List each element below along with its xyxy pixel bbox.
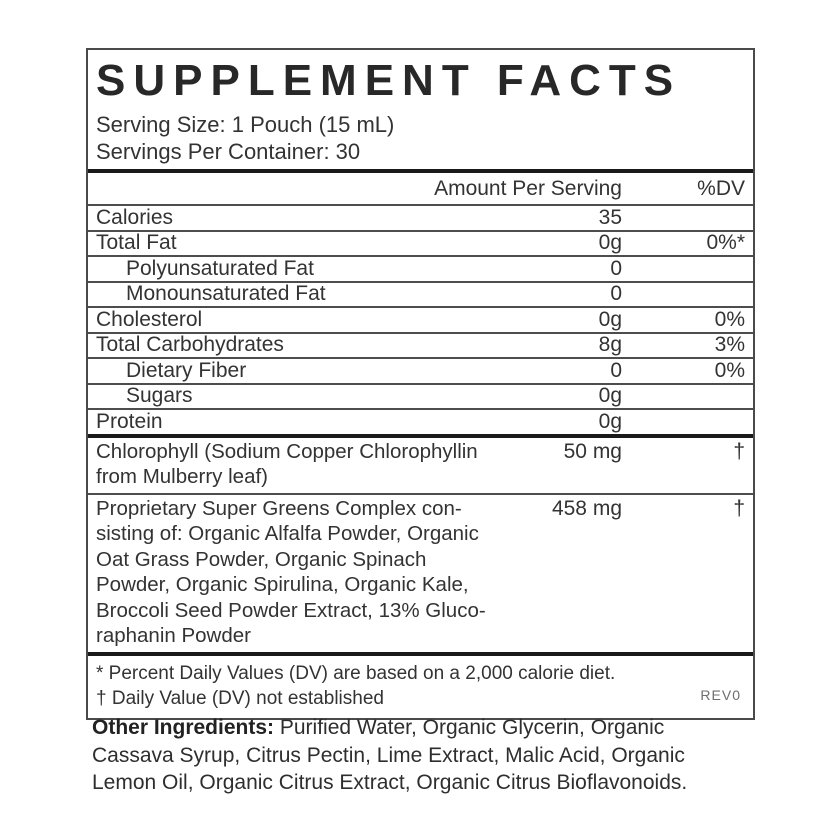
nutrient-dv: 0% — [714, 358, 745, 382]
nutrient-dv: 3% — [714, 333, 745, 357]
ingredient-amount: 50 mg — [563, 439, 622, 463]
nutrient-amount: 0g — [598, 409, 622, 433]
nutrient-row-polyunsaturated-fat: Polyunsaturated Fat 0 — [88, 257, 753, 281]
row-separator — [88, 357, 753, 359]
row-separator — [88, 408, 753, 410]
row-separator — [88, 331, 753, 334]
column-header-row: Amount Per Serving %DV — [88, 173, 753, 204]
amount-per-serving-header: Amount Per Serving — [434, 176, 622, 200]
row-separator — [88, 229, 753, 232]
row-separator — [88, 306, 753, 308]
nutrient-name: Polyunsaturated Fat — [126, 256, 314, 280]
ingredient-amount: 458 mg — [551, 496, 622, 520]
nutrient-row-monounsaturated-fat: Monounsaturated Fat 0 — [88, 282, 753, 307]
footnote-percent-dv: * Percent Daily Values (DV) are based on… — [96, 662, 616, 684]
ingredient-row-super-greens-complex: Proprietary Super Greens Complex con- si… — [88, 495, 753, 652]
panel-header: SUPPLEMENT FACTS Serving Size: 1 Pouch (… — [88, 50, 753, 169]
nutrient-amount: 0g — [598, 384, 622, 408]
footnotes: * Percent Daily Values (DV) are based on… — [88, 656, 753, 718]
nutrient-dv: 0%* — [706, 231, 745, 255]
nutrient-amount: 0 — [610, 256, 622, 280]
nutrient-name: Cholesterol — [96, 307, 203, 331]
row-separator — [88, 280, 753, 283]
row-separator — [88, 382, 753, 385]
ingredient-row-chlorophyll: Chlorophyll (Sodium Copper Chlorophyllin… — [88, 438, 753, 493]
other-ingredients-label: Other Ingredients: — [92, 716, 275, 739]
thick-divider — [88, 433, 753, 438]
nutrient-amount: 35 — [598, 205, 622, 229]
nutrient-row-cholesterol: Cholesterol 0g 0% — [88, 308, 753, 332]
supplement-facts-panel: SUPPLEMENT FACTS Serving Size: 1 Pouch (… — [86, 48, 755, 720]
nutrient-name: Protein — [96, 409, 163, 433]
servings-per-container: Servings Per Container: 30 — [96, 139, 361, 164]
nutrient-row-protein: Protein 0g — [88, 410, 753, 434]
other-ingredients: Other Ingredients: Purified Water, Organ… — [92, 714, 760, 797]
percent-dv-header: %DV — [697, 176, 745, 200]
nutrient-row-dietary-fiber: Dietary Fiber 0 0% — [88, 359, 753, 383]
nutrient-amount: 0g — [598, 231, 622, 255]
row-separator — [88, 204, 753, 206]
nutrient-amount: 0 — [610, 282, 622, 306]
footnote-dagger: † Daily Value (DV) not established — [96, 687, 384, 709]
nutrient-row-total-fat: Total Fat 0g 0%* — [88, 231, 753, 256]
row-separator — [88, 492, 753, 495]
revision-code: REV0 — [700, 686, 741, 703]
thick-divider — [88, 651, 753, 656]
other-ingredients-text: Purified Water, Organic Glycerin, Organi… — [92, 716, 688, 794]
row-separator — [88, 255, 753, 257]
dagger-mark: † — [733, 496, 745, 520]
nutrient-row-total-carbohydrates: Total Carbohydrates 8g 3% — [88, 333, 753, 358]
serving-size: Serving Size: 1 Pouch (15 mL) — [96, 112, 395, 137]
nutrient-amount: 8g — [598, 333, 622, 357]
nutrient-name: Total Fat — [96, 231, 177, 255]
nutrient-name: Calories — [96, 205, 174, 229]
panel-title: SUPPLEMENT FACTS — [96, 56, 682, 105]
nutrient-name: Dietary Fiber — [126, 358, 247, 382]
nutrient-dv: 0% — [714, 307, 745, 331]
nutrient-amount: 0g — [598, 307, 622, 331]
nutrient-name: Monounsaturated Fat — [126, 282, 326, 306]
thick-divider — [88, 169, 753, 173]
nutrient-name: Total Carbohydrates — [96, 333, 284, 357]
dagger-mark: † — [733, 439, 745, 463]
nutrient-row-calories: Calories 35 — [88, 206, 753, 230]
nutrient-row-sugars: Sugars 0g — [88, 384, 753, 409]
ingredient-name: Chlorophyll (Sodium Copper Chlorophyllin… — [96, 439, 478, 489]
ingredient-name: Proprietary Super Greens Complex con- si… — [96, 496, 486, 648]
nutrient-amount: 0 — [610, 358, 622, 382]
nutrient-name: Sugars — [126, 384, 193, 408]
